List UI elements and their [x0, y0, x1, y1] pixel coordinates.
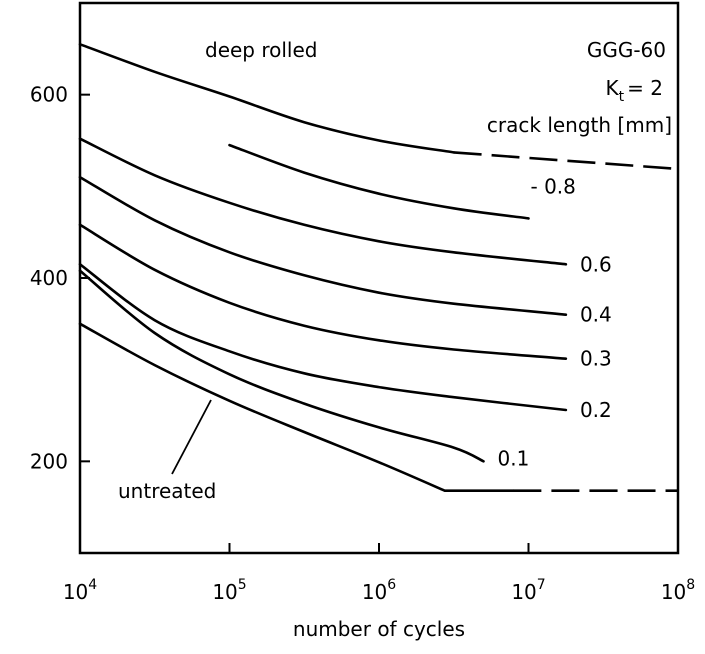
x-tick-label: 108 [661, 577, 695, 604]
series-line-deep-rolled [78, 43, 455, 154]
x-tick-label: 104 [63, 577, 97, 604]
x-tick-base: 10 [661, 580, 686, 604]
series-line-0-2 [78, 263, 568, 412]
series-line-0-6 [78, 137, 568, 266]
series-label-0-1: 0.1 [497, 446, 529, 470]
x-tick-base: 10 [212, 580, 237, 604]
series-line-0-8 [228, 143, 530, 220]
kt-value: = 2 [627, 76, 663, 100]
annotation-untreated: untreated [118, 479, 216, 503]
x-tick-label: 106 [362, 577, 396, 604]
x-tick-exponent: 4 [88, 577, 97, 593]
series-label-0-6: 0.6 [580, 252, 612, 276]
x-tick-base: 10 [362, 580, 387, 604]
series-line-0-3 [78, 223, 568, 360]
series-line-0-1 [78, 269, 485, 463]
series-group: - 0.8 0.6 0.4 0.3 0.2 0.1 [78, 43, 679, 493]
x-tick-exponent: 6 [387, 577, 396, 593]
series-label-0-3: 0.3 [580, 347, 612, 371]
y-tick-label: 200 [30, 449, 68, 473]
annotation-material: GGG-60 [587, 38, 666, 62]
x-axis-label: number of cycles [293, 617, 465, 641]
x-tick-label: 107 [511, 577, 545, 604]
y-tick-label: 600 [30, 83, 68, 107]
x-tick-label: 105 [212, 577, 246, 604]
series-line-untreated [78, 322, 515, 492]
series-label-0-4: 0.4 [580, 303, 612, 327]
untreated-pointer [171, 399, 212, 475]
series-line-0-4 [78, 175, 568, 316]
y-tick-label: 400 [30, 266, 68, 290]
x-tick-base: 10 [511, 580, 536, 604]
series-dash-deep-rolled [453, 151, 679, 171]
x-tick-base: 10 [63, 580, 88, 604]
series-label-0-8: - 0.8 [531, 174, 576, 198]
series-label-0-2: 0.2 [580, 398, 612, 422]
annotation-crack-length: crack length [mm] [487, 113, 672, 137]
annotation-kt: Kt = 2 [606, 76, 663, 105]
x-tick-exponent: 5 [238, 577, 247, 593]
kt-base: K [606, 76, 620, 100]
x-tick-exponent: 8 [686, 577, 695, 593]
kt-subscript: t [619, 89, 625, 105]
annotation-deep-rolled: deep rolled [205, 38, 318, 62]
x-tick-exponent: 7 [537, 577, 546, 593]
